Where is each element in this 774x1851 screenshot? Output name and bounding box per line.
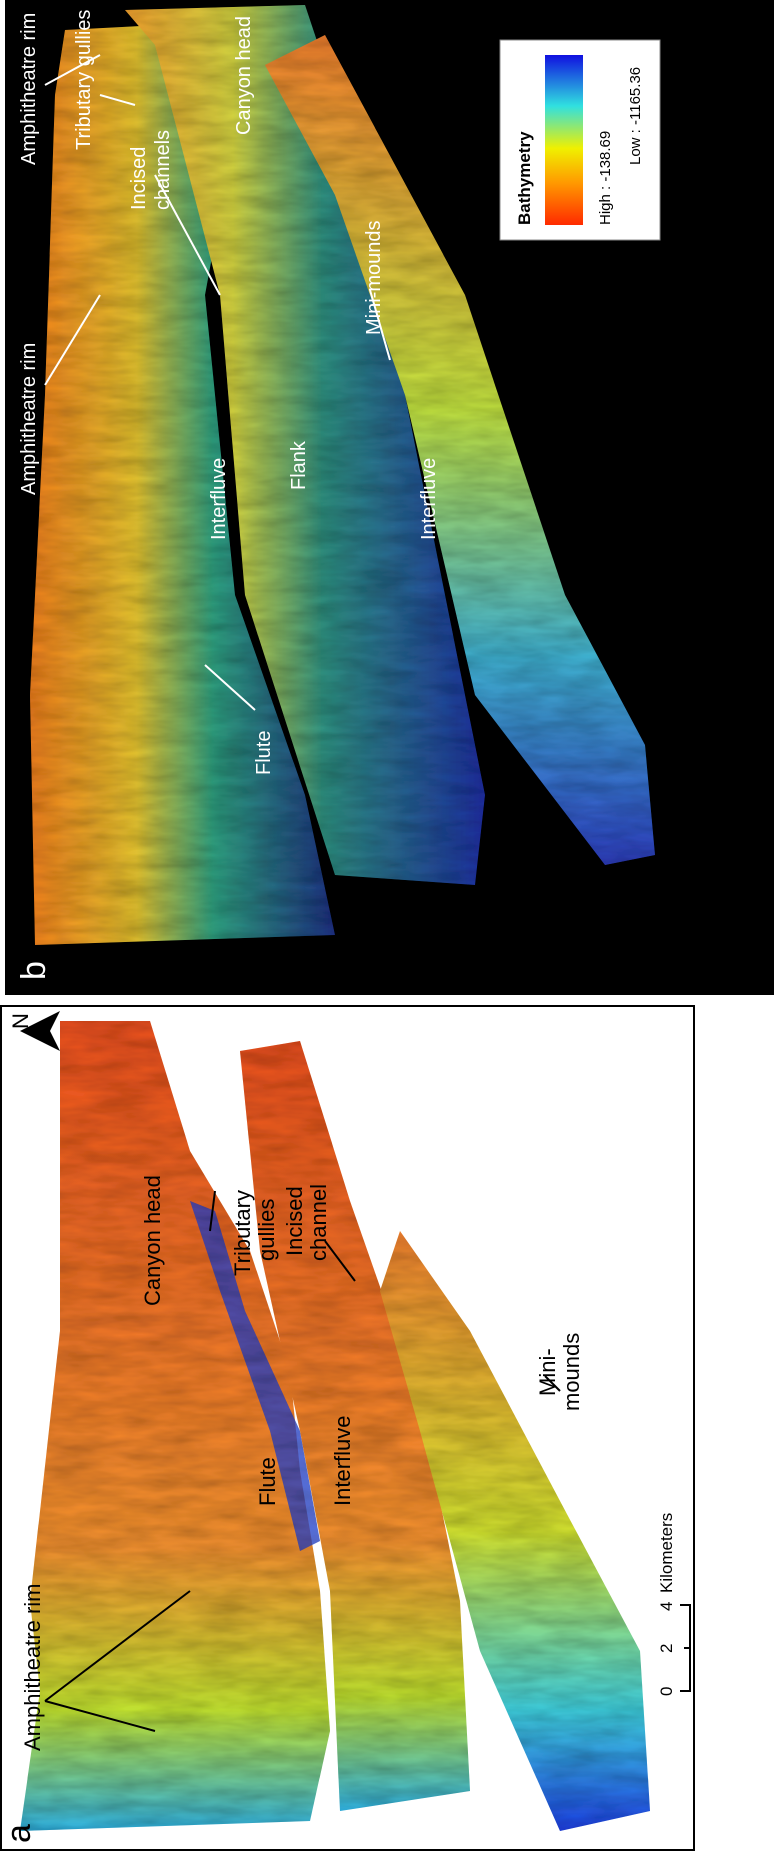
label: Canyon head	[140, 1175, 165, 1306]
legend: Bathymetry High : -138.69 Low : -1165.36	[500, 40, 660, 240]
label: Mini-mounds	[363, 221, 385, 335]
figure: b Amphitheatre rim Amphitheatre rim Trib…	[0, 0, 774, 1851]
panel-letter: b	[15, 961, 53, 980]
label: Flank	[288, 440, 310, 490]
label: Tributary gullies	[73, 10, 95, 150]
label: Interfluve	[418, 458, 440, 540]
label: Amphitheatre rim	[18, 13, 40, 165]
label: Interfluve	[208, 458, 230, 540]
label: Canyon head	[233, 16, 255, 135]
legend-low: Low : -1165.36	[627, 67, 644, 165]
label-line: mounds	[559, 1333, 584, 1411]
label: Amphitheatre rim	[20, 1583, 45, 1751]
page: {"panel_a": {"letter": "a", "labels": {"…	[0, 0, 774, 1851]
label-line: channel	[306, 1184, 331, 1261]
legend-high: High : -138.69	[597, 131, 614, 225]
panel-a: a Amphitheatre rim Flute Interfluve Cany…	[0, 1006, 694, 1850]
label: Flute	[255, 1457, 280, 1506]
label: Flute	[253, 731, 275, 775]
scale-tick: 2	[657, 1644, 676, 1653]
panel-letter: a	[0, 1824, 38, 1843]
legend-title: Bathymetry	[515, 131, 534, 225]
label-line: channels	[152, 130, 174, 210]
label-line: Tributary	[230, 1190, 255, 1276]
scale-tick: 4	[657, 1602, 676, 1611]
label: Incisedchannel	[282, 1184, 331, 1261]
label-line: Incised	[282, 1186, 307, 1256]
label: Amphitheatre rim	[18, 343, 40, 495]
legend-colorbar	[545, 55, 583, 225]
label-line: Incised	[128, 147, 150, 210]
north-label: N	[8, 1013, 33, 1029]
label-line: gullies	[254, 1199, 279, 1261]
label: Interfluve	[330, 1416, 355, 1507]
scale-unit: Kilometers	[657, 1513, 676, 1593]
scale-tick: 0	[657, 1687, 676, 1696]
panel-b: b Amphitheatre rim Amphitheatre rim Trib…	[5, 0, 774, 995]
label-line: Mini-	[535, 1348, 560, 1396]
